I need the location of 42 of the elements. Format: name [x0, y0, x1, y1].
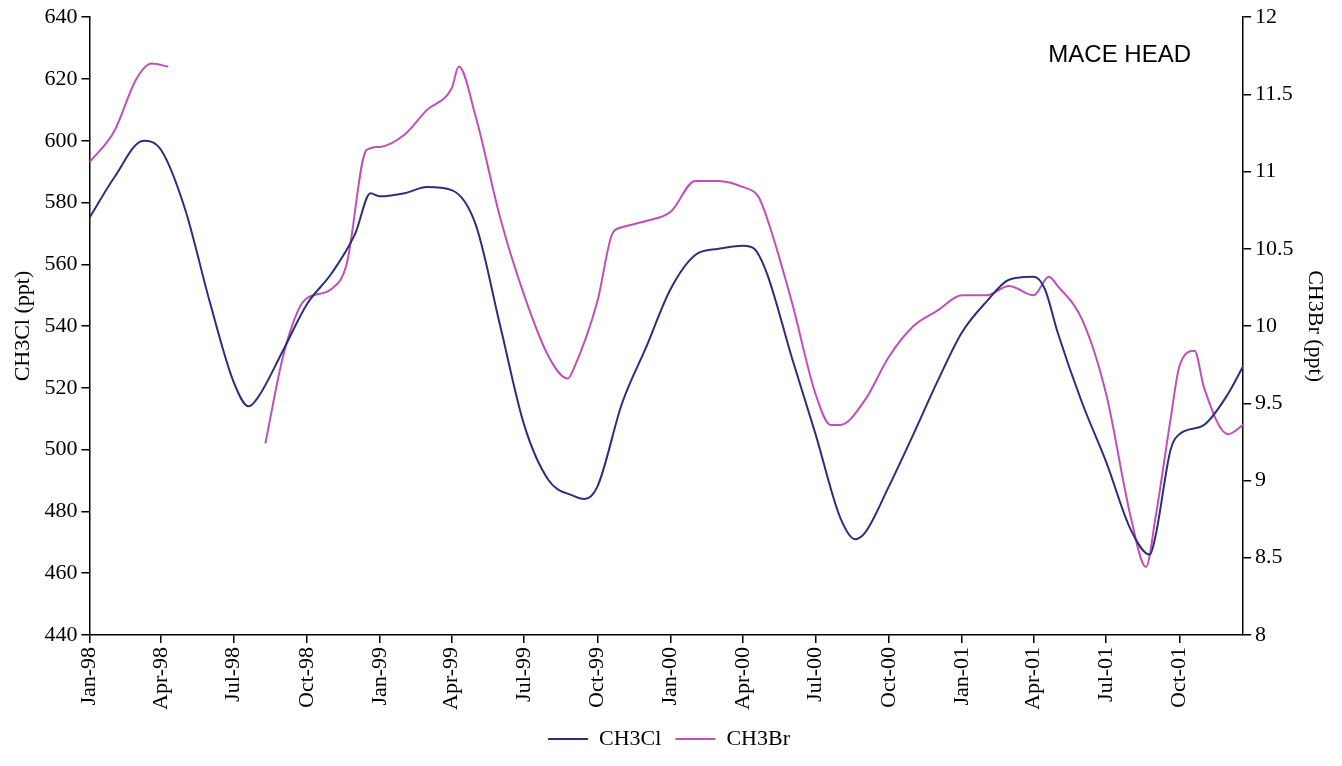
x-tick-label: Jul-98 — [219, 646, 245, 702]
y-tick-label: 620 — [44, 64, 78, 90]
x-tick-label: Jul-99 — [509, 646, 535, 702]
y-tick-label: 440 — [44, 620, 78, 646]
y-tick-label: 500 — [44, 435, 78, 461]
x-tick-label: Jan-01 — [947, 646, 973, 706]
x-tick-label: Apr-00 — [728, 646, 754, 711]
x-tick-label: Oct-98 — [292, 646, 318, 708]
x-tick-label: Jan-00 — [656, 646, 682, 706]
y2-tick-label: 9 — [1255, 466, 1267, 492]
x-tick-label: Oct-00 — [874, 646, 900, 708]
legend-label: CH3Cl — [599, 724, 662, 750]
x-tick-label: Jan-99 — [365, 646, 391, 706]
x-tick-label: Apr-98 — [146, 646, 172, 711]
y2-tick-label: 10.5 — [1255, 234, 1294, 260]
y-tick-label: 540 — [44, 311, 78, 337]
y-tick-label: 520 — [44, 373, 78, 399]
y2-tick-label: 8.5 — [1255, 543, 1283, 569]
x-tick-label: Apr-99 — [437, 646, 463, 711]
y-tick-label: 600 — [44, 126, 78, 152]
y-tick-label: 580 — [44, 188, 78, 214]
y2-tick-label: 8 — [1255, 620, 1267, 646]
y2-tick-label: 12 — [1255, 2, 1278, 28]
y2-axis-title: CH3Br (ppt) — [1304, 270, 1330, 382]
x-tick-label: Apr-01 — [1019, 646, 1045, 711]
annotation: MACE HEAD — [1048, 39, 1191, 67]
y-tick-label: 560 — [44, 250, 78, 276]
x-tick-label: Oct-99 — [583, 646, 609, 708]
y2-tick-label: 9.5 — [1255, 389, 1283, 415]
y2-tick-label: 11 — [1255, 157, 1277, 183]
x-tick-label: Oct-01 — [1165, 646, 1191, 708]
y-axis-title: CH3Cl (ppt) — [8, 270, 34, 382]
y-tick-label: 640 — [44, 2, 78, 28]
y2-tick-label: 10 — [1255, 311, 1278, 337]
line-series — [89, 139, 1244, 556]
x-tick-label: Jan-98 — [75, 646, 101, 706]
y-tick-label: 460 — [44, 558, 78, 584]
x-tick-label: Jul-00 — [801, 646, 827, 702]
legend-label: CH3Br — [726, 724, 791, 750]
x-tick-label: Jul-01 — [1091, 646, 1117, 702]
y-tick-label: 480 — [44, 497, 78, 523]
y2-tick-label: 11.5 — [1255, 80, 1293, 106]
